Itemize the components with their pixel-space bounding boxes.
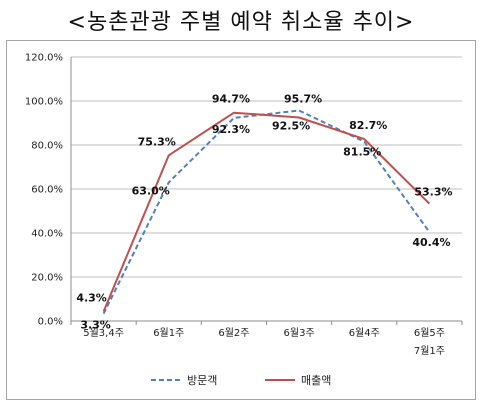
- x-tick-label: 6월3주: [284, 327, 315, 339]
- y-tick-label: 60.0%: [31, 185, 63, 196]
- data-label: 53.3%: [414, 186, 452, 199]
- legend-label: 매출액: [301, 374, 331, 387]
- page-title: <농촌관광 주별 예약 취소율 추이>: [67, 10, 415, 35]
- y-tick-label: 40.0%: [31, 229, 63, 240]
- data-label: 75.3%: [138, 135, 176, 148]
- x-tick-label: 6월1주: [153, 327, 184, 339]
- x-tick-label: 6월2주: [218, 327, 249, 339]
- grid-layer: [71, 56, 462, 278]
- data-label: 81.5%: [343, 146, 381, 159]
- x-tick-label: 7월1주: [414, 345, 445, 357]
- axis-layer: 0.0% 20.0% 40.0% 60.0% 80.0% 100.0% 120.0% 5월3,…: [25, 53, 463, 357]
- y-tick-label: 20.0%: [31, 273, 63, 284]
- legend: 방문객 매출액: [151, 374, 331, 387]
- series-layer: [102, 109, 431, 315]
- data-label: 3.3%: [80, 319, 111, 332]
- y-tick-label: 0.0%: [38, 317, 63, 328]
- data-label: 40.4%: [412, 236, 450, 249]
- y-tick-label: 120.0%: [25, 53, 63, 64]
- data-label-layer: 3.3% 63.0% 92.3% 95.7% 81.5% 40.4% 4.3% 75.3% 94…: [76, 92, 452, 331]
- data-label: 95.7%: [284, 92, 322, 105]
- y-tick-label: 100.0%: [25, 97, 63, 108]
- x-tick-label: 6월4주: [349, 327, 380, 339]
- x-tick-label: 5월3,4주: [83, 327, 124, 339]
- data-label: 92.3%: [212, 123, 250, 136]
- data-label: 82.7%: [349, 119, 387, 132]
- chart-frame: 0.0% 20.0% 40.0% 60.0% 80.0% 100.0% 120.0% 5월3,…: [6, 40, 476, 400]
- line-chart: 0.0% 20.0% 40.0% 60.0% 80.0% 100.0% 120.0% 5월3,…: [25, 53, 463, 387]
- y-tick-label: 80.0%: [31, 141, 63, 152]
- data-label: 4.3%: [76, 292, 107, 305]
- legend-label: 방문객: [187, 374, 217, 387]
- data-label: 94.7%: [212, 93, 250, 106]
- series-line-2: [102, 111, 431, 312]
- data-label: 92.5%: [272, 120, 310, 133]
- data-label: 63.0%: [132, 184, 170, 197]
- x-tick-label: 6월5주: [414, 327, 445, 339]
- series-line-1: [102, 109, 431, 315]
